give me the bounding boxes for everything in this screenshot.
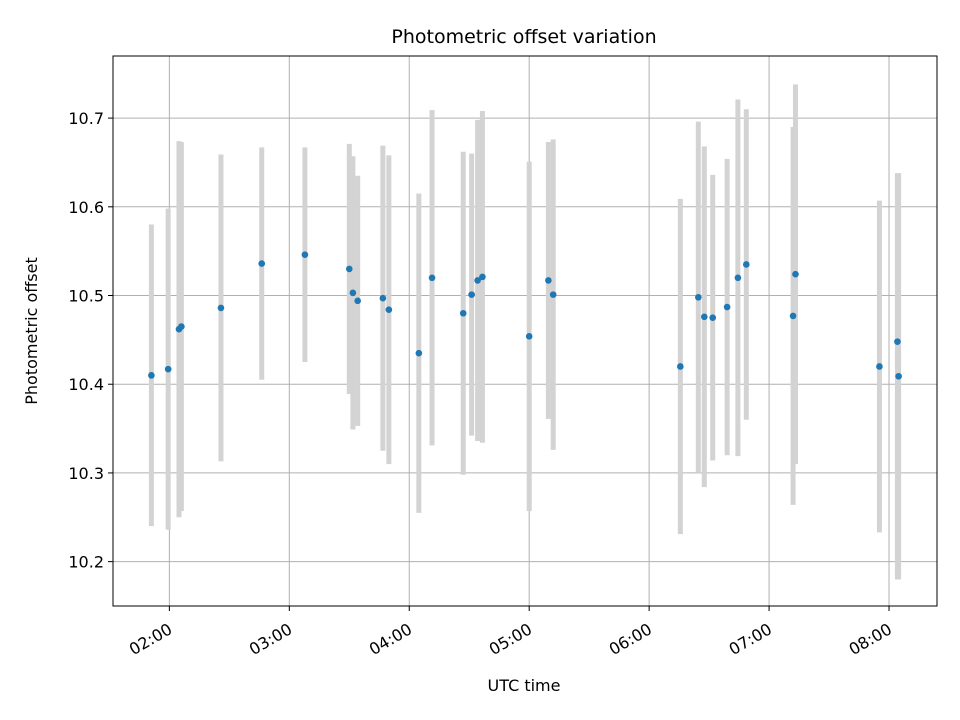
- y-axis-ticks: 10.2 10.3 10.4 10.5 10.6 10.7: [68, 109, 113, 572]
- data-point: [549, 291, 557, 298]
- data-point: [459, 309, 467, 317]
- grid-lines: [113, 56, 937, 606]
- data-point: [354, 297, 361, 305]
- data-point: [428, 274, 436, 282]
- data-point: [474, 277, 481, 284]
- data-point: [894, 338, 901, 345]
- plot-frame: [112, 55, 938, 607]
- data-point: [677, 363, 684, 370]
- data-point: [545, 277, 552, 284]
- data-point: [379, 294, 387, 302]
- data-point: [258, 260, 266, 267]
- x-axis-label: UTC time: [488, 676, 561, 695]
- y-tick-label: 10.7: [68, 109, 104, 128]
- y-axis-label: Photometric offset: [22, 257, 41, 405]
- data-point: [792, 270, 799, 278]
- data-point: [742, 261, 750, 268]
- data-point: [709, 314, 717, 321]
- data-point: [695, 293, 702, 301]
- data-point: [178, 323, 185, 330]
- y-tick-label: 10.5: [68, 287, 104, 306]
- data-point: [479, 273, 486, 281]
- data-point: [217, 304, 225, 312]
- data-point: [525, 333, 533, 340]
- data-point: [876, 363, 883, 370]
- y-tick-label: 10.2: [68, 553, 104, 572]
- data-point: [734, 274, 742, 282]
- data-point: [895, 372, 902, 380]
- chart-title: Photometric offset variation: [391, 26, 656, 48]
- data-point: [148, 372, 155, 379]
- data-point: [349, 289, 357, 297]
- data-point: [345, 265, 353, 273]
- y-tick-label: 10.4: [68, 375, 104, 394]
- data-point: [164, 365, 172, 373]
- data-point: [468, 291, 475, 298]
- y-tick-label: 10.3: [68, 464, 104, 483]
- data-point: [385, 306, 393, 314]
- data-point: [415, 349, 423, 357]
- data-point: [301, 251, 309, 259]
- data-point: [701, 313, 708, 321]
- y-tick-label: 10.6: [68, 198, 104, 217]
- data-points: [148, 251, 902, 380]
- data-point: [723, 303, 731, 311]
- data-point: [789, 312, 797, 320]
